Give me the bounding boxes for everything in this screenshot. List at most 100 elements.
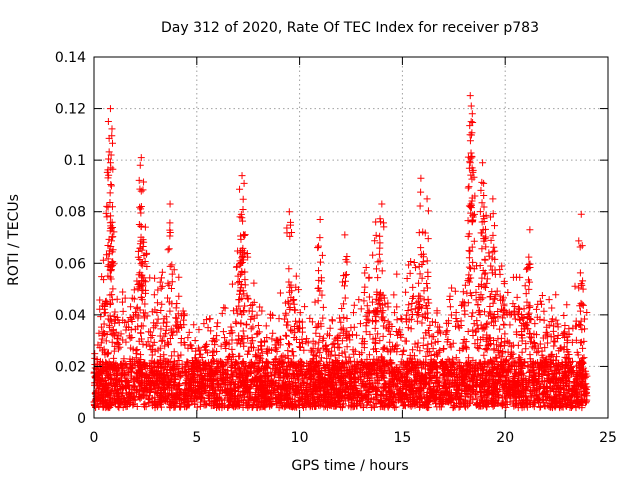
data-point xyxy=(363,302,371,310)
data-point xyxy=(532,305,540,313)
data-point xyxy=(444,335,452,343)
data-point xyxy=(248,313,256,321)
data-point xyxy=(316,332,324,340)
data-point xyxy=(319,314,327,322)
data-point xyxy=(327,382,335,390)
data-point xyxy=(329,366,337,374)
data-point xyxy=(338,305,346,313)
data-point xyxy=(407,306,415,314)
data-point xyxy=(370,367,378,375)
data-point xyxy=(515,369,523,377)
data-point xyxy=(583,308,591,316)
data-point xyxy=(263,363,271,371)
data-point xyxy=(255,328,263,336)
data-point xyxy=(572,336,580,344)
data-point xyxy=(388,343,396,351)
data-point xyxy=(197,372,205,380)
data-point xyxy=(491,358,499,366)
data-point xyxy=(299,375,307,383)
data-point xyxy=(487,262,495,270)
data-point xyxy=(550,378,558,386)
data-point xyxy=(94,376,102,384)
data-point xyxy=(282,311,290,319)
data-point xyxy=(579,381,587,389)
data-point xyxy=(274,381,282,389)
data-point xyxy=(138,335,146,343)
data-point xyxy=(496,385,504,393)
data-point xyxy=(223,367,231,375)
data-point xyxy=(380,322,388,330)
data-point xyxy=(433,352,441,360)
data-point xyxy=(99,398,107,406)
data-point xyxy=(314,322,322,330)
data-point xyxy=(358,393,366,401)
data-point xyxy=(321,378,329,386)
data-point xyxy=(459,298,467,306)
data-point xyxy=(420,372,428,380)
data-point xyxy=(503,398,511,406)
data-point xyxy=(133,387,141,395)
data-point xyxy=(244,382,252,390)
data-point xyxy=(542,332,550,340)
data-point xyxy=(536,384,544,392)
data-point xyxy=(166,335,174,343)
data-point xyxy=(187,342,195,350)
data-point xyxy=(406,269,414,277)
data-point xyxy=(314,297,322,305)
data-point xyxy=(269,377,277,385)
data-point xyxy=(361,283,369,291)
data-point xyxy=(509,300,517,308)
data-point xyxy=(438,397,446,405)
data-point xyxy=(448,284,456,292)
data-point xyxy=(282,321,290,329)
data-point xyxy=(547,352,555,360)
data-point xyxy=(486,375,494,383)
data-point xyxy=(316,400,324,408)
data-point xyxy=(393,345,401,353)
data-point xyxy=(194,344,202,352)
data-point xyxy=(141,300,149,308)
data-point xyxy=(405,316,413,324)
data-point xyxy=(256,366,264,374)
data-point xyxy=(156,278,164,286)
data-point xyxy=(540,377,548,385)
data-point xyxy=(319,344,327,352)
data-point xyxy=(284,318,292,326)
data-point xyxy=(177,351,185,359)
data-point xyxy=(279,358,287,366)
data-point xyxy=(545,370,553,378)
data-point xyxy=(373,386,381,394)
data-point xyxy=(420,360,427,368)
data-point xyxy=(376,400,384,408)
data-point xyxy=(159,389,167,397)
data-point xyxy=(281,372,289,380)
data-point xyxy=(105,323,113,331)
data-point xyxy=(372,334,380,342)
data-point xyxy=(494,393,502,401)
data-point xyxy=(98,273,106,281)
data-point xyxy=(481,378,489,386)
data-point xyxy=(376,337,384,345)
data-point xyxy=(175,357,183,365)
data-point xyxy=(475,345,483,353)
data-point xyxy=(158,336,166,344)
data-point xyxy=(213,322,221,330)
data-point xyxy=(157,274,165,282)
data-point xyxy=(98,335,106,343)
data-point xyxy=(369,360,377,368)
data-point xyxy=(224,384,232,392)
data-point xyxy=(253,358,261,366)
data-point xyxy=(100,305,108,313)
data-point xyxy=(580,337,588,345)
data-point xyxy=(329,359,337,367)
data-point xyxy=(254,346,262,354)
data-point xyxy=(504,288,512,296)
data-point xyxy=(201,365,209,373)
data-point xyxy=(516,368,524,376)
data-point xyxy=(494,348,502,356)
data-point xyxy=(510,308,518,316)
data-point xyxy=(180,310,188,318)
data-point xyxy=(523,298,531,306)
data-point xyxy=(134,357,142,365)
data-point xyxy=(518,360,526,368)
